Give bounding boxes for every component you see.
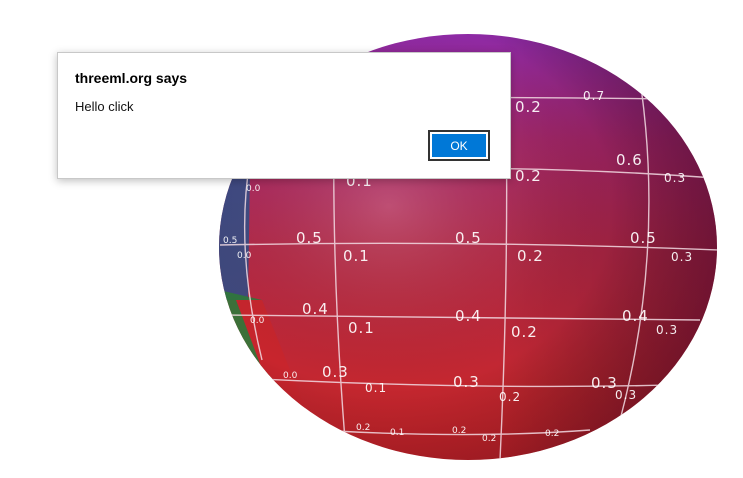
grid-label: 0.5 <box>296 229 323 247</box>
grid-label: 0.1 <box>390 428 404 438</box>
grid-label: 0.2 <box>482 434 496 444</box>
grid-label: 0.7 <box>583 89 605 103</box>
grid-label: 0.0 <box>246 184 261 194</box>
grid-label: 0.3 <box>671 250 693 264</box>
ok-button-focus-ring: OK <box>428 130 490 161</box>
grid-label: 0.2 <box>356 423 370 433</box>
grid-label: 0.2 <box>511 323 538 341</box>
grid-label: 0.1 <box>343 247 370 265</box>
grid-label: 0.2 <box>545 429 559 439</box>
grid-label: 0.2 <box>517 247 544 265</box>
ok-button[interactable]: OK <box>432 134 486 157</box>
grid-label: 0.0 <box>283 371 298 381</box>
grid-label: 0.2 <box>452 426 466 436</box>
grid-label: 0.3 <box>591 374 618 392</box>
grid-label: 0.1 <box>348 319 375 337</box>
grid-label: 0.1 <box>365 381 387 395</box>
alert-dialog: threeml.org says Hello click OK <box>57 52 511 179</box>
grid-label: 0.3 <box>664 171 686 185</box>
grid-label: 0.0 <box>250 316 265 326</box>
grid-label: 0.4 <box>455 307 482 325</box>
grid-label: 0.5 <box>630 229 657 247</box>
grid-label: 0.3 <box>322 363 349 381</box>
grid-label: 0.4 <box>622 307 649 325</box>
grid-label: 0.5 <box>455 229 482 247</box>
grid-label: 0.3 <box>615 388 637 402</box>
dialog-message: Hello click <box>75 99 134 114</box>
grid-label: 0.3 <box>453 373 480 391</box>
dialog-title: threeml.org says <box>75 70 188 86</box>
grid-label: 0.2 <box>515 98 542 116</box>
grid-label: 0.6 <box>616 151 643 169</box>
grid-label: 0.2 <box>515 167 542 185</box>
grid-label: 0.4 <box>302 300 329 318</box>
grid-label: 0.0 <box>237 251 252 261</box>
grid-label: 0.3 <box>656 323 678 337</box>
grid-label: 0.5 <box>223 236 237 246</box>
grid-label: 0.2 <box>499 390 521 404</box>
